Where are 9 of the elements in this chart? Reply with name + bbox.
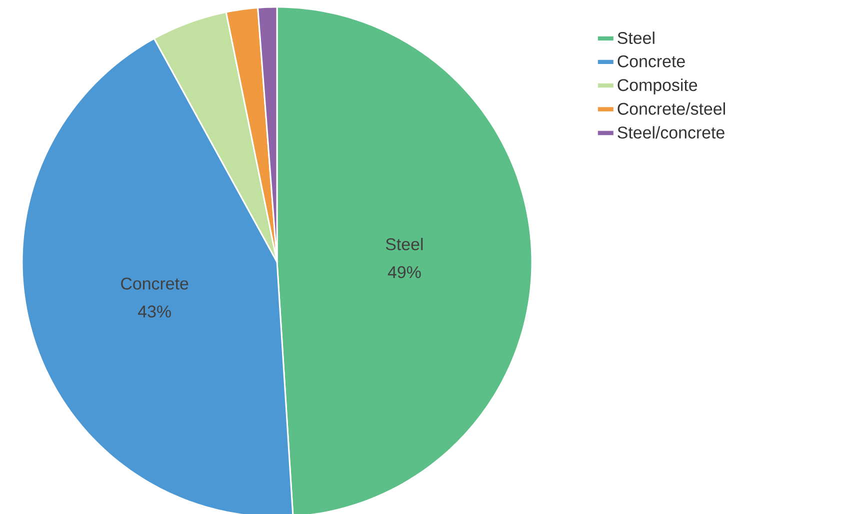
slice-label: Concrete bbox=[121, 278, 188, 290]
data-label: 43% bbox=[138, 306, 171, 318]
data-label: 49% bbox=[388, 266, 421, 278]
legend-label: Composite bbox=[618, 78, 698, 94]
legend-label: Steel/concrete bbox=[618, 126, 724, 139]
legend-label: Steel bbox=[618, 32, 654, 44]
legend-label: Concrete/steel bbox=[618, 102, 725, 115]
slice-label: Steel bbox=[386, 238, 423, 250]
legend-label: Concrete bbox=[618, 55, 685, 68]
